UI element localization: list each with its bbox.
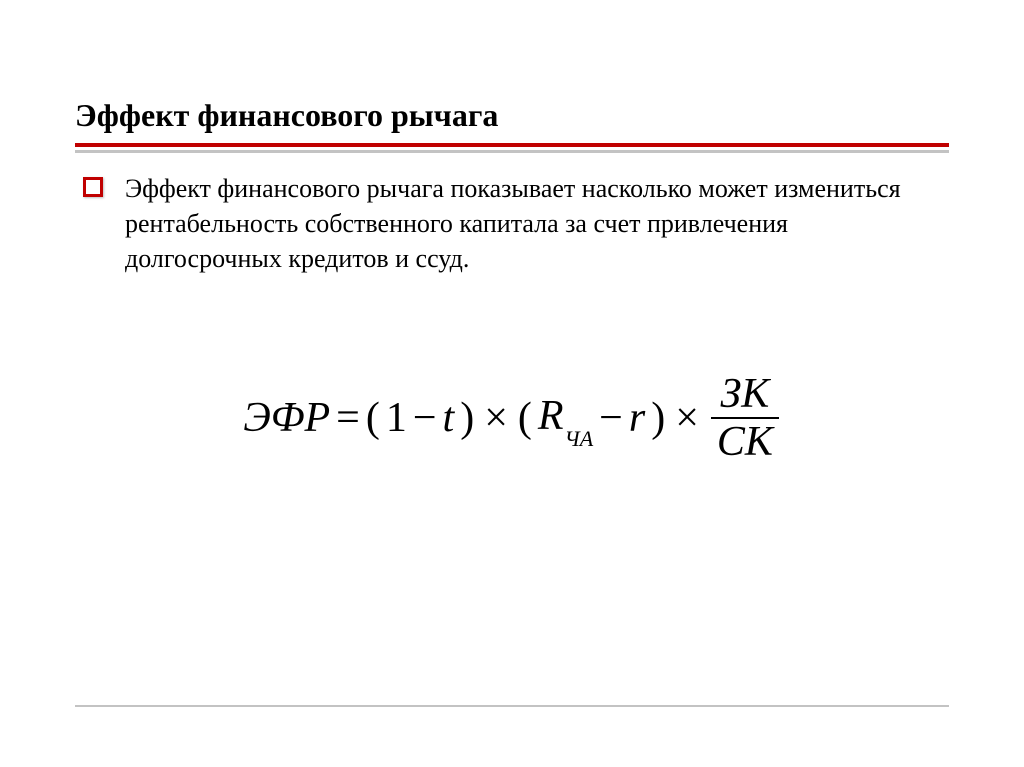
eq-lhs: ЭФР [243, 397, 330, 439]
eq-r: r [629, 397, 645, 439]
bullet-icon [83, 177, 103, 197]
eq-R: RЧА [538, 395, 593, 442]
eq-close2: ) [651, 397, 665, 439]
eq-minus2: − [599, 397, 623, 439]
list-item: Эффект финансового рычага показывает нас… [83, 171, 949, 276]
eq-fraction: ЗК СК [711, 371, 779, 465]
eq-minus1: − [413, 397, 437, 439]
page-title: Эффект финансового рычага [75, 95, 949, 135]
eq-frac-den: СК [711, 419, 779, 465]
eq-frac-num: ЗК [714, 371, 775, 417]
eq-open2: ( [518, 397, 532, 439]
footer-divider [75, 705, 949, 707]
eq-equals: = [336, 397, 360, 439]
body-text: Эффект финансового рычага показывает нас… [125, 174, 901, 273]
divider-gray [75, 150, 949, 153]
eq-t: t [443, 397, 455, 439]
eq-times1: × [480, 397, 512, 439]
eq-R-base: R [538, 393, 564, 439]
title-divider [75, 143, 949, 153]
eq-R-sub: ЧА [565, 426, 594, 451]
eq-open1: ( [366, 397, 380, 439]
divider-red [75, 143, 949, 147]
formula: ЭФР = ( 1 − t ) × ( RЧА − r ) × ЗК СК [243, 371, 781, 465]
eq-close1: ) [460, 397, 474, 439]
eq-times2: × [671, 397, 703, 439]
slide: Эффект финансового рычага Эффект финансо… [0, 0, 1024, 767]
body-list: Эффект финансового рычага показывает нас… [83, 171, 949, 276]
formula-container: ЭФР = ( 1 − t ) × ( RЧА − r ) × ЗК СК [75, 371, 949, 465]
eq-one: 1 [386, 397, 407, 439]
